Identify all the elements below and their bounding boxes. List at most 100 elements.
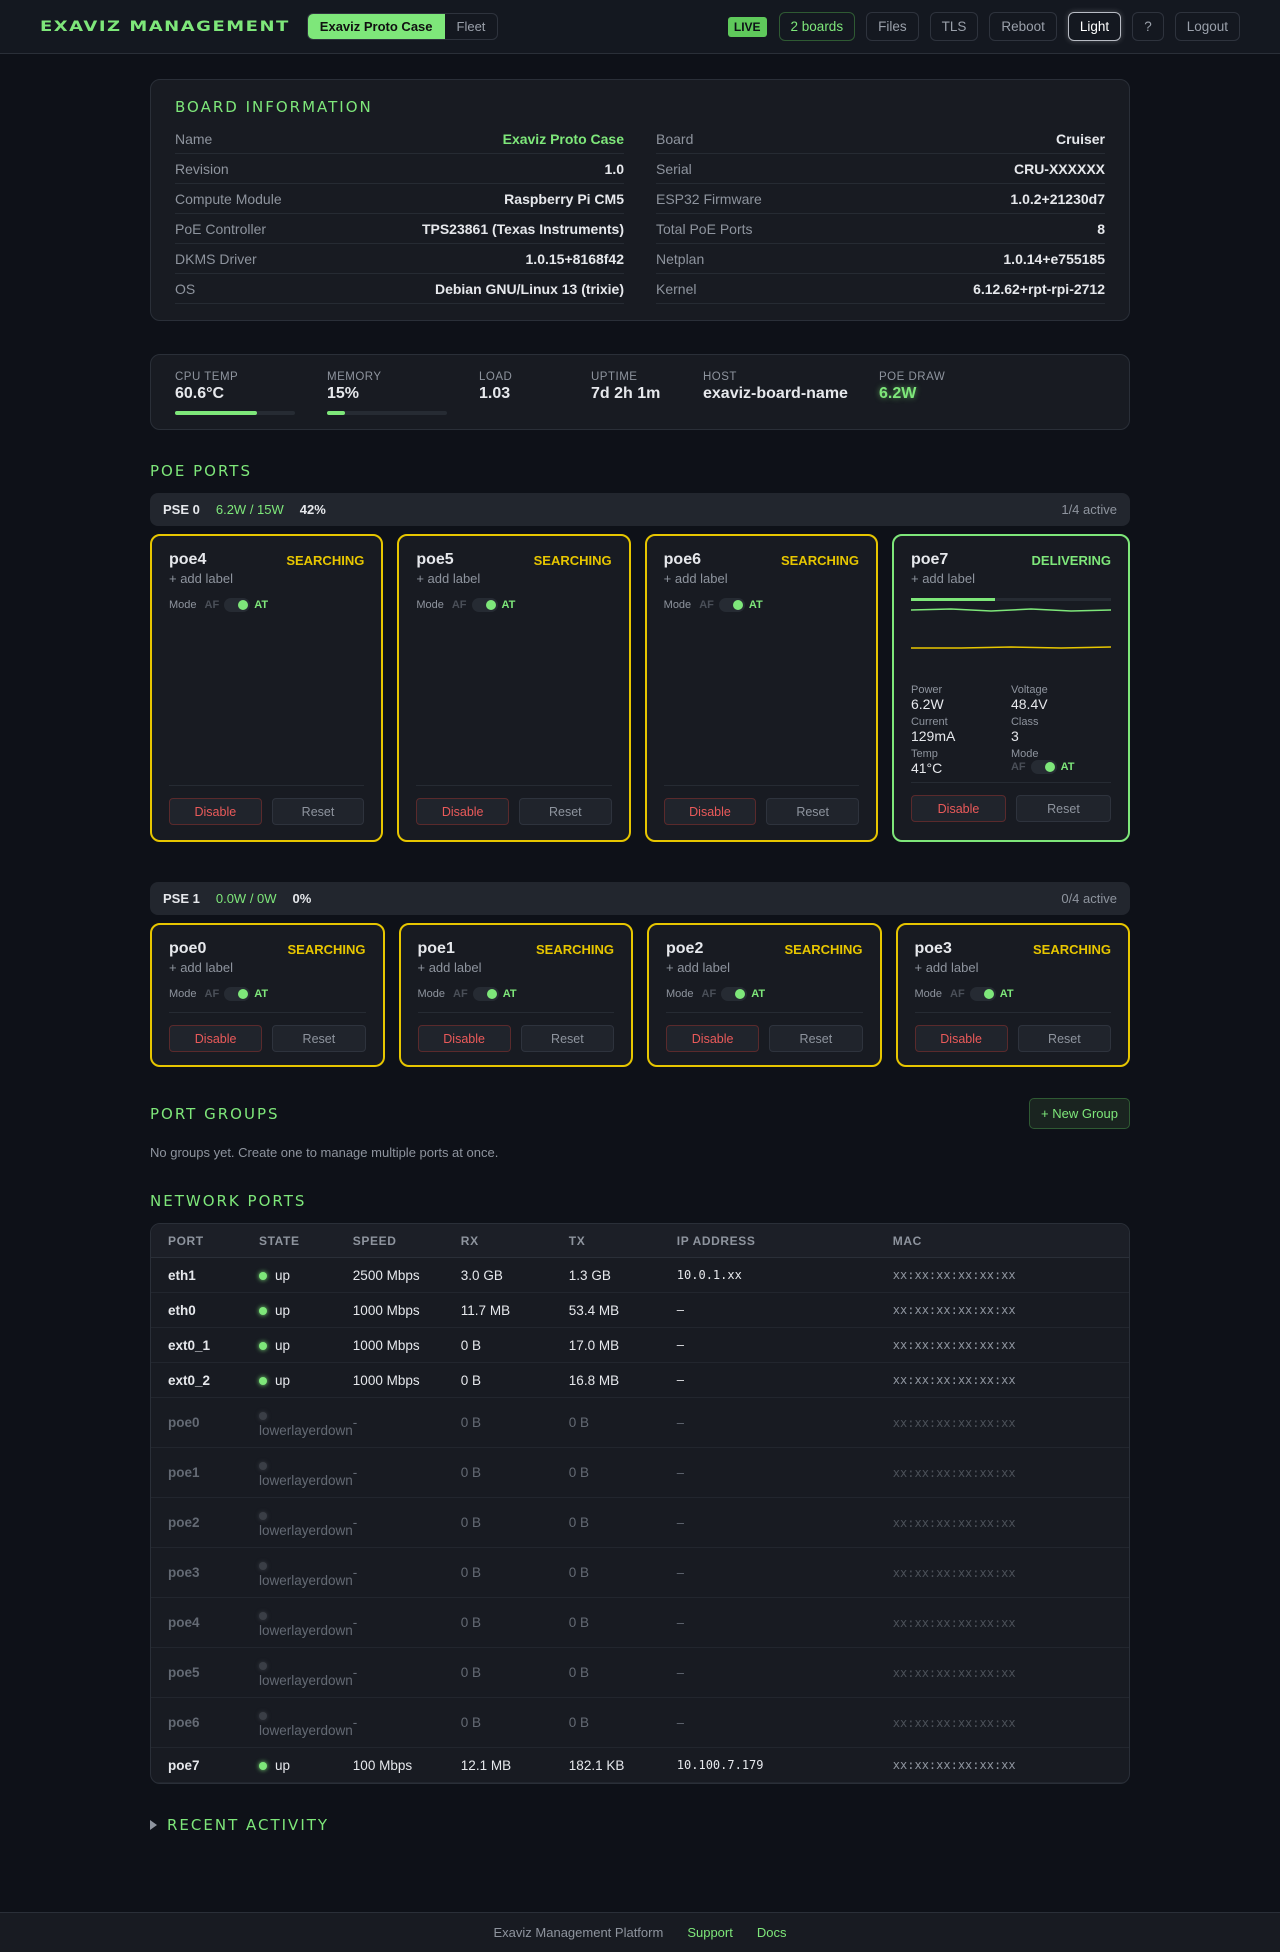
reset-button[interactable]: Reset [1015,795,1111,822]
mode-toggle[interactable]: Mode AF AT [666,987,863,1001]
disable-button[interactable]: Disable [169,1025,263,1052]
toggle-switch[interactable] [1030,760,1057,774]
disable-button[interactable]: Disable [416,798,509,825]
mode-toggle[interactable]: Mode AF AT [915,987,1112,1001]
toggle-switch[interactable] [224,598,251,612]
mode-toggle[interactable]: Mode AF AT [664,598,859,612]
disable-button[interactable]: Disable [914,1025,1008,1052]
cell-rx: 12.1 MB [460,1747,569,1783]
mode-toggle[interactable]: Mode AF AT [169,987,366,1001]
info-row: Netplan 1.0.14+e755185 [656,244,1105,274]
metric-temp: 41°C [910,760,943,776]
mode-toggle[interactable]: Mode AF AT [418,987,615,1001]
mode-label: Mode [914,988,943,1000]
add-label-link[interactable]: + add label [169,571,233,586]
docs-link[interactable]: Docs [756,1925,787,1940]
reset-button[interactable]: Reset [520,1025,614,1052]
disable-button[interactable]: Disable [169,798,262,825]
logout-button[interactable]: Logout [1174,12,1240,41]
table-row: poe7 up 100 Mbps 12.1 MB 182.1 KB 10.100.7.17… [151,1747,1129,1783]
cell-mac: xx:xx:xx:xx:xx:xx [892,1747,1129,1783]
groups-empty-message: No groups yet. Create one to manage mult… [150,1145,499,1160]
cell-ip: – [676,1362,893,1398]
files-button[interactable]: Files [866,12,919,41]
tls-button[interactable]: TLS [929,12,979,41]
toggle-switch[interactable] [472,987,499,1001]
toggle-switch[interactable] [969,987,996,1001]
add-label-link[interactable]: + add label [663,571,728,586]
info-key: Netplan [656,251,705,267]
mode-toggle[interactable]: Mode AF AT [416,598,611,612]
cell-port: ext0_1 [151,1327,259,1363]
toggle-switch[interactable] [471,598,498,612]
cell-state: lowerlayerdown [259,1597,353,1648]
disable-button[interactable]: Disable [666,1025,760,1052]
reset-button[interactable]: Reset [272,1025,366,1052]
disable-button[interactable]: Disable [910,795,1006,822]
cell-tx: 0 B [568,1397,677,1448]
toggle-switch[interactable] [721,987,748,1001]
cell-port: poe3 [151,1547,259,1598]
add-label-link[interactable]: + add label [417,960,482,975]
state-text: lowerlayerdown [259,1522,353,1538]
toggle-switch[interactable] [224,987,251,1001]
cell-ip: 10.100.7.179 [676,1747,893,1783]
disable-button[interactable]: Disable [663,798,757,825]
cell-state: lowerlayerdown [259,1547,353,1598]
reboot-button[interactable]: Reboot [989,12,1057,41]
table-row: eth0 up 1000 Mbps 11.7 MB 53.4 MB – xx:xx:xx:x… [151,1292,1129,1328]
boards-button[interactable]: 2 boards [778,12,856,41]
pse-power: 0.0W / 0W [215,891,277,906]
pse-power: 6.2W / 15W [215,502,284,517]
support-link[interactable]: Support [687,1925,733,1940]
reset-button[interactable]: Reset [766,798,859,825]
column-header: PORT [151,1224,259,1258]
cell-rx: 0 B [460,1697,569,1748]
table-header: PORT STATE SPEED RX TX IP ADDRESS MAC [151,1224,1129,1258]
port-status: SEARCHING [535,941,614,957]
info-key: Total PoE Ports [656,221,753,237]
column-header: SPEED [352,1224,461,1258]
add-label-link[interactable]: + add label [666,960,730,975]
mode-af: AF [204,988,220,1000]
disable-button[interactable]: Disable [417,1025,511,1052]
tab-fleet[interactable]: Fleet [456,19,486,34]
recent-activity-toggle[interactable]: Recent Activity [150,1816,1130,1834]
cell-ip: – [676,1447,893,1498]
add-label-link[interactable]: + add label [416,571,481,586]
cell-tx: 0 B [568,1547,677,1598]
toggle-switch[interactable] [718,598,745,612]
mode-at: AT [254,599,269,611]
reset-button[interactable]: Reset [769,1025,863,1052]
mode-toggle[interactable]: AF AT [1011,760,1111,774]
port-name: poe6 [663,551,701,568]
mode-toggle[interactable]: Mode AF AT [169,598,364,612]
reset-button[interactable]: Reset [271,798,365,825]
theme-toggle-button[interactable]: Light [1067,12,1122,41]
mode-at: AT [502,988,517,1000]
add-label-link[interactable]: + add label [910,571,975,586]
board-info-title: Board Information [175,98,373,116]
add-label-link[interactable]: + add label [914,960,979,975]
metric-power: 6.2W [910,696,944,712]
cell-state: lowerlayerdown [259,1397,353,1448]
tab-board[interactable]: Exaviz Proto Case [307,14,445,39]
port-status: SEARCHING [784,941,863,957]
cell-port: poe4 [151,1597,259,1648]
add-label-link[interactable]: + add label [169,960,233,975]
cell-state: lowerlayerdown [259,1497,353,1548]
pse-name: PSE 1 [163,891,200,906]
cell-tx: 16.8 MB [568,1362,677,1398]
help-button[interactable]: ? [1132,12,1164,41]
port-name: poe1 [417,940,455,957]
mode-af: AF [701,988,717,1000]
state-text: lowerlayerdown [259,1622,353,1638]
state-text: lowerlayerdown [259,1722,353,1738]
mode-af: AF [453,988,468,1000]
reset-button[interactable]: Reset [1017,1025,1111,1052]
new-group-button[interactable]: + New Group [1029,1098,1130,1129]
pse-active-count: 1/4 active [1061,502,1117,517]
reset-button[interactable]: Reset [519,798,612,825]
stat-value: exaviz-board-name [703,385,848,402]
